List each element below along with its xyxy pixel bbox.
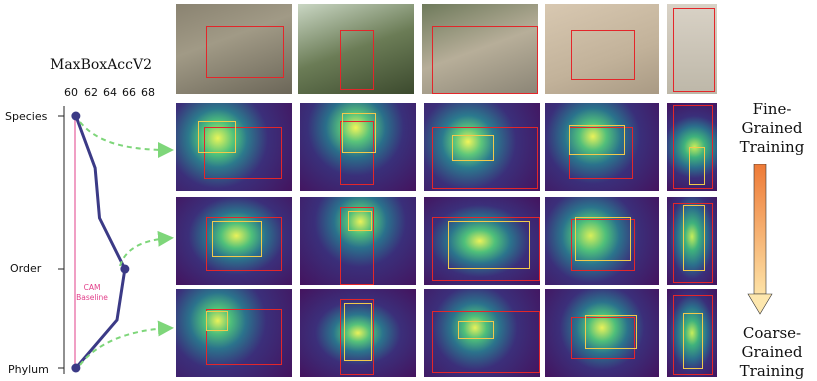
data-point-species <box>71 111 81 121</box>
heatmap-phylum-5 <box>667 289 717 377</box>
heatmap-species-3 <box>424 103 540 191</box>
pred-box <box>348 211 372 231</box>
heatmap-species-4 <box>545 103 659 191</box>
coarse-grained-label: Coarse- Grained Training <box>727 324 817 381</box>
pred-box <box>448 221 530 269</box>
gt-box <box>340 121 374 185</box>
fine-grained-line2: Grained <box>741 119 803 137</box>
y-label-phylum: Phylum <box>8 363 49 376</box>
coarse-grained-line2: Grained <box>741 343 803 361</box>
pred-box <box>344 303 372 361</box>
photo-lizard <box>176 4 292 94</box>
gt-box <box>340 207 374 285</box>
gt-box <box>673 295 713 375</box>
coarse-grained-line3: Training <box>739 362 805 380</box>
gt-box <box>340 299 374 375</box>
heatmap-phylum-4 <box>545 289 659 377</box>
gt-box <box>432 127 538 189</box>
baseline-annotation-line2: Baseline <box>76 293 108 302</box>
gt-box <box>432 217 540 281</box>
heatmap-species-5 <box>667 103 717 191</box>
heatmap-species-2 <box>300 103 416 191</box>
heatmap-order-2 <box>300 197 416 285</box>
heatmap-phylum-3 <box>424 289 540 377</box>
gt-box <box>673 105 713 189</box>
gt-box <box>673 8 715 92</box>
heatmap-phylum-1 <box>176 289 292 377</box>
fine-grained-line3: Training <box>739 138 805 156</box>
x-tick-label: 64 <box>103 86 117 99</box>
pred-box <box>683 205 705 271</box>
heatmap-order-1 <box>176 197 292 285</box>
chart-title: MaxBoxAccV2 <box>50 57 152 73</box>
gt-box <box>673 203 713 283</box>
gradient-arrow <box>747 164 773 315</box>
pred-box <box>342 113 376 153</box>
y-label-species: Species <box>5 110 48 123</box>
arrow-phylum <box>79 320 174 366</box>
fine-grained-label: Fine- Grained Training <box>727 100 817 157</box>
coarse-grained-line1: Coarse- <box>742 324 802 342</box>
pred-box <box>683 313 703 369</box>
gt-box <box>432 26 538 94</box>
x-tick-label: 60 <box>64 86 78 99</box>
x-tick-label: 62 <box>84 86 98 99</box>
pred-box <box>212 221 262 257</box>
heatmap-order-3 <box>424 197 540 285</box>
gt-box <box>204 127 282 179</box>
x-tick-label: 68 <box>141 86 155 99</box>
pred-box <box>458 321 494 339</box>
connector-arrows <box>79 121 174 366</box>
pred-box <box>585 315 637 349</box>
photo-moth <box>545 4 659 94</box>
pred-box <box>198 121 236 153</box>
photo-owl <box>298 4 414 94</box>
gt-box <box>571 30 635 80</box>
photo-leaf-insect <box>667 4 717 94</box>
pred-box <box>452 135 494 161</box>
data-point-order <box>120 264 130 274</box>
gt-box <box>571 317 635 359</box>
pred-box <box>206 311 228 331</box>
arrow-species <box>79 121 174 158</box>
gt-box <box>340 30 374 90</box>
photo-snake <box>422 4 538 94</box>
pred-box <box>575 217 631 261</box>
heatmap-order-4 <box>545 197 659 285</box>
data-point-phylum <box>71 363 81 373</box>
gt-box <box>206 309 282 365</box>
y-label-order: Order <box>10 262 42 275</box>
arrow-order <box>119 230 174 267</box>
heatmap-order-5 <box>667 197 717 285</box>
gt-box <box>432 311 540 373</box>
gt-box <box>206 26 284 78</box>
x-tick-label: 66 <box>122 86 136 99</box>
heatmap-species-1 <box>176 103 292 191</box>
gt-box <box>571 219 635 271</box>
heatmap-phylum-2 <box>300 289 416 377</box>
fine-grained-line1: Fine- <box>752 100 792 118</box>
series-line <box>74 115 127 369</box>
line-chart: CAM Baseline <box>58 106 130 374</box>
pred-box <box>689 147 705 185</box>
baseline-annotation-line1: CAM <box>84 283 101 292</box>
gt-box <box>206 217 282 271</box>
pred-box <box>569 125 625 155</box>
